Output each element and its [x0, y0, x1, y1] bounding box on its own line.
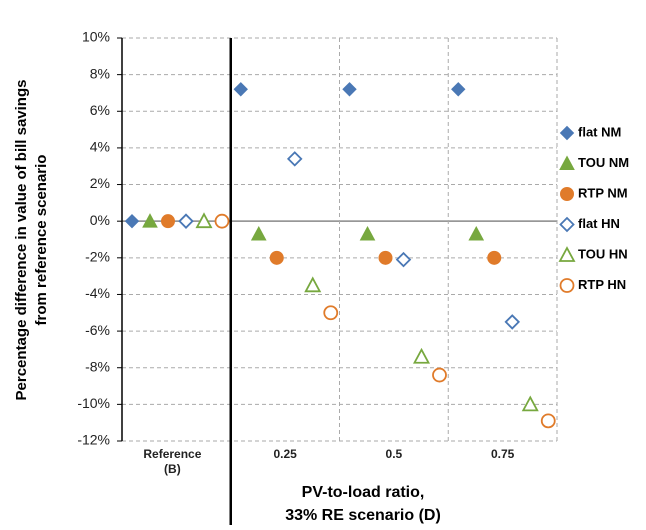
y-tick-label: -2% [85, 249, 110, 265]
marker [359, 225, 376, 241]
y-tick-label: -12% [77, 432, 110, 448]
y-tick-label: 4% [90, 139, 110, 155]
marker [378, 250, 393, 265]
marker [250, 225, 267, 241]
x-tick-label: 0.75 [490, 447, 515, 461]
y-tick-label: 10% [82, 29, 110, 45]
y-axis-title: from reference scenario [33, 155, 50, 326]
legend-marker [560, 187, 574, 201]
marker [161, 214, 175, 229]
legend-marker [559, 216, 575, 233]
x-tick-label: 0.5 [385, 447, 403, 461]
marker [451, 82, 466, 97]
x-tick-label: Reference (B) [143, 447, 202, 476]
y-axis-title: Percentage difference in value of bill s… [13, 80, 30, 401]
marker [233, 82, 248, 97]
marker [487, 250, 502, 265]
x-tick-label: 0.25 [273, 447, 297, 461]
marker [521, 395, 539, 412]
y-tick-label: 6% [90, 102, 110, 118]
marker [342, 82, 357, 97]
marker [178, 213, 194, 229]
legend-label: TOU NM [578, 155, 629, 170]
legend-marker [558, 246, 576, 262]
legend-marker [559, 155, 575, 170]
marker [214, 213, 230, 229]
marker [304, 276, 322, 293]
y-tick-label: -4% [85, 285, 110, 301]
x-axis-title: PV-to-load ratio, [302, 484, 425, 501]
y-tick-label: 8% [90, 65, 110, 81]
y-tick-label: 0% [90, 212, 110, 228]
legend-marker [559, 278, 575, 293]
y-tick-label: 2% [90, 175, 110, 191]
legend-label: flat HN [578, 216, 620, 231]
x-axis-title: 33% RE scenario (D) [285, 507, 441, 524]
marker [395, 251, 412, 268]
marker [269, 250, 284, 265]
marker [124, 213, 140, 229]
legend-label: RTP HN [578, 277, 626, 292]
marker [468, 225, 485, 241]
marker [432, 367, 447, 383]
marker [142, 213, 158, 228]
legend-label: RTP NM [578, 185, 628, 200]
marker [412, 347, 431, 364]
y-tick-label: -10% [77, 395, 110, 411]
marker [540, 413, 556, 429]
legend-label: flat NM [578, 124, 621, 139]
legend-label: TOU HN [578, 246, 628, 261]
marker [504, 314, 521, 330]
marker [323, 305, 339, 321]
y-tick-label: -6% [85, 322, 110, 338]
y-tick-label: -8% [85, 358, 110, 374]
legend-marker [559, 125, 575, 141]
marker [286, 151, 303, 167]
marker [195, 212, 213, 229]
